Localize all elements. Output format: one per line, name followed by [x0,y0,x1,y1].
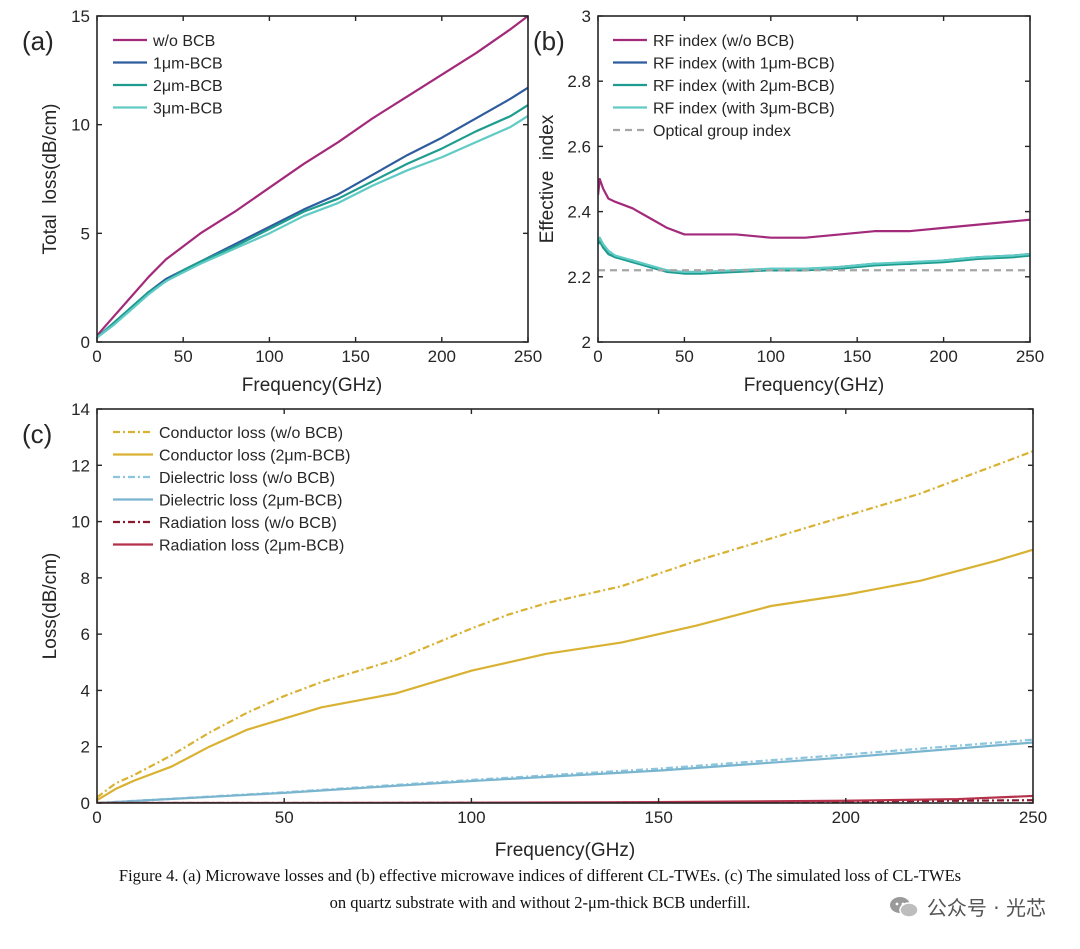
y-axis-label: Effective index [537,114,558,243]
x-axis-label: Frequency(GHz) [242,375,382,396]
y-tick-label: 0 [81,794,90,813]
axes-box [597,15,1031,343]
series-line-c-2 [97,738,1033,803]
y-tick-label: 10 [71,513,90,532]
x-tick-label: 200 [428,347,456,366]
panel-label: (c) [22,419,52,449]
y-tick-label: 5 [81,224,90,243]
legend-label: Dielectric loss (w/o BCB) [159,470,335,487]
legend-label: Conductor loss (2μm-BCB) [159,448,351,465]
x-tick-label: 150 [341,347,369,366]
legend: RF index (w/o BCB) RF index (with 1μm-BCB… [613,33,835,140]
series-line-b-2 [598,239,1030,275]
axes-box [96,408,1034,804]
y-tick-label: 4 [81,681,90,700]
x-tick-label: 50 [675,347,694,366]
x-tick-label: 50 [174,347,193,366]
y-tick-label: 10 [71,116,90,135]
x-tick-label: 0 [92,808,101,827]
series-line-c-1 [97,548,1033,802]
caption-line-2: on quartz substrate with and without 2-μ… [329,893,751,912]
y-tick-label: 6 [81,625,90,644]
caption-line-1: Figure 4. (a) Microwave losses and (b) e… [118,866,962,885]
x-tick-label: 250 [1019,808,1047,827]
legend-label: RF index (with 2μm-BCB) [653,78,835,95]
x-tick-label: 200 [929,347,957,366]
y-tick-label: 0 [81,333,90,352]
series-line-a-2 [97,104,528,339]
x-axis-label: Frequency(GHz) [744,375,884,396]
x-axis-label: Frequency(GHz) [495,840,635,860]
watermark-text: 公众号 · 光芯 [926,896,1046,920]
watermark: 公众号 · 光芯 [889,892,1046,921]
y-tick-label: 2.6 [567,137,591,156]
legend-label: 1μm-BCB [153,56,223,73]
legend-label: RF index (w/o BCB) [653,33,794,50]
y-tick-label: 15 [71,7,90,26]
x-tick-label: 250 [1016,347,1044,366]
series-line-c-0 [97,450,1033,799]
panel-label: (b) [533,26,565,56]
legend-label: Radiation loss (2μm-BCB) [159,538,344,555]
y-tick-label: 3 [582,7,591,26]
y-tick-label: 2 [582,333,591,352]
y-axis-label: Total loss(dB/cm) [40,104,61,255]
series-line-b-3 [598,236,1030,274]
x-tick-label: 150 [843,347,871,366]
x-tick-label: 50 [275,808,294,827]
y-tick-label: 8 [81,569,90,588]
series-line-b-0 [598,177,1030,239]
legend-label: RF index (with 1μm-BCB) [653,56,835,73]
y-tick-label: 12 [71,456,90,475]
x-tick-label: 100 [757,347,785,366]
x-tick-label: 200 [832,808,860,827]
x-tick-label: 250 [514,347,542,366]
wechat-icon [889,896,919,918]
y-tick-label: 2.2 [567,268,591,287]
series-line-a-3 [97,115,528,339]
y-axis-label: Loss(dB/cm) [40,553,61,660]
x-tick-label: 0 [593,347,602,366]
legend: Conductor loss (w/o BCB) Conductor loss (… [113,425,351,555]
legend-label: 2μm-BCB [153,78,223,95]
series-line-c-3 [97,741,1033,803]
legend-label: RF index (with 3μm-BCB) [653,101,835,118]
x-tick-label: 100 [457,808,485,827]
panel-label: (a) [22,26,54,56]
axes-box [96,15,529,343]
x-tick-label: 0 [92,347,101,366]
figure: 0 50 100 150 200 250051015Frequency(GHz)Total… [22,7,1047,860]
series-line-a-0 [97,16,528,337]
panel-a: 0 50 100 150 200 250 0 5 10 15 Frequency(GHz) Total… [22,7,542,396]
figure-caption: Figure 4. (a) Microwave losses and (b) e… [0,862,1080,916]
y-tick-label: 2.4 [567,203,591,222]
y-tick-label: 2 [81,738,90,757]
x-tick-label: 150 [644,808,672,827]
legend-label: 3μm-BCB [153,101,223,118]
panel-c: 0 50 100 150 200 250 0 2 4 6 8 10 12 14 Frequency(GHz)… [22,400,1047,860]
legend-label: Optical group index [653,123,791,140]
legend-label: Radiation loss (w/o BCB) [159,515,337,532]
y-tick-label: 14 [71,400,90,419]
legend-label: Dielectric loss (2μm-BCB) [159,493,342,510]
legend: w/o BCB 1μm-BCB 2μm-BCB 3μm-BCB [113,33,223,118]
legend-label: w/o BCB [152,33,215,50]
legend-label: Conductor loss (w/o BCB) [159,425,343,442]
y-tick-label: 2.8 [567,72,591,91]
x-tick-label: 100 [255,347,283,366]
panel-b: 0 50 100 150 200 250 2 2.2 2.4 2.6 2.8 3 Frequency(G… [533,7,1044,396]
